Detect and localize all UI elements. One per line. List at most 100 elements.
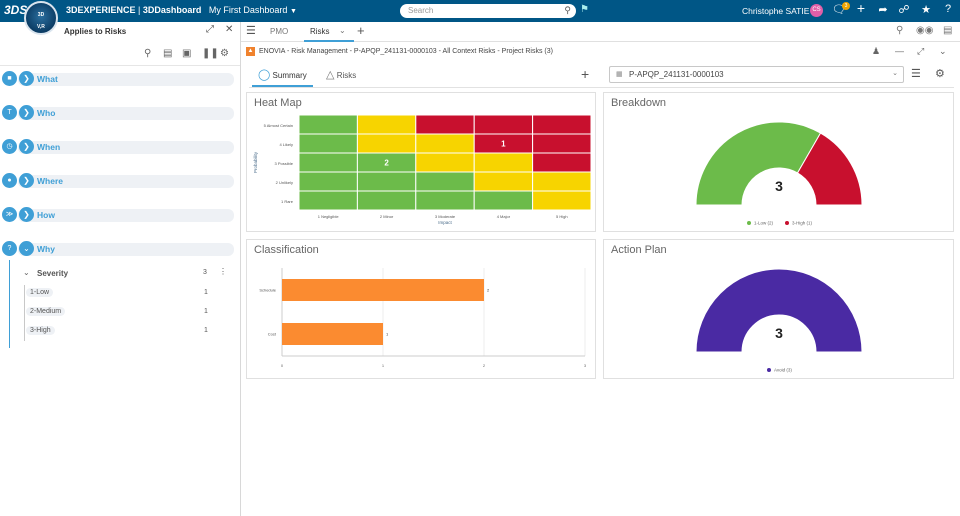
chevron-down-icon[interactable]: ⌄ (892, 70, 898, 77)
how-icon: ≫ (2, 207, 17, 222)
search-input[interactable]: Search ⚲ (400, 4, 576, 18)
left-panel: Applies to Risks ⤢ ✕ ⚲ ▤ ▣ ❚❚ ⚙ ■ ❯ What… (0, 22, 241, 516)
settings-icon[interactable]: ⚙ (935, 68, 945, 80)
save-icon[interactable]: ▤ (163, 48, 173, 59)
comment-icon[interactable]: ▤ (943, 25, 953, 36)
search-icon[interactable]: ⚲ (896, 25, 904, 36)
app-header: ▲ ENOVIA - Risk Management - P-APQP_2411… (241, 43, 960, 61)
avatar[interactable]: CS (810, 4, 823, 17)
settings-icon[interactable]: ⚙ (220, 48, 229, 59)
heatmap-cell (473, 171, 534, 192)
project-selector[interactable]: ▦ P-APQP_241131-0000103 ⌄ (609, 66, 904, 83)
breakdown-panel: Breakdown 3 1-Low (2) 3-High (1) (603, 92, 954, 232)
severity-group[interactable]: ⌄ Severity 3 ⋮ (20, 266, 234, 282)
chevron-down-icon[interactable]: ⌄ (939, 46, 947, 56)
close-icon[interactable]: ✕ (225, 24, 234, 35)
menu-icon[interactable]: ☰ (246, 25, 256, 37)
facet-bar (18, 209, 234, 222)
chevron-right-icon[interactable]: ❯ (19, 207, 34, 222)
filter-icon[interactable]: ☰ (911, 68, 921, 80)
tag-icon[interactable]: ⚑ (580, 4, 589, 15)
tab-label: Risks (336, 71, 357, 80)
severity-item-label: 2-Medium (26, 307, 66, 316)
more-icon[interactable]: ⋮ (219, 267, 227, 276)
minimize-icon[interactable]: — (895, 46, 904, 56)
heatmap-cell-value: 1 (501, 140, 506, 149)
gauge-slice (796, 132, 863, 206)
user-name[interactable]: Christophe SATIE (742, 6, 810, 16)
brand-3dexperience: 3DEXPERIENCE (66, 5, 136, 15)
heatmap-cell (298, 114, 358, 135)
x-tick-label: 4 Major (497, 214, 511, 219)
severity-item-medium[interactable]: 2-Medium 1 (26, 307, 236, 319)
breakdown-chart: 3 1-Low (2) 3-High (1) (695, 121, 863, 226)
document-icon: ▦ (616, 71, 623, 78)
chevron-down-icon[interactable]: ⌄ (23, 268, 30, 277)
classification-chart: 0 1 2 3 Schedule 2 Cost 1 (259, 268, 587, 368)
dashboard-tabs: ☰ PMO Risks ⌄ + ⚲ ◉◉ ▤ (241, 22, 960, 42)
facet-how[interactable]: ≫ ❯ How (0, 206, 240, 224)
record-icon[interactable]: ◉◉ (916, 25, 934, 36)
severity-item-high[interactable]: 3-High 1 (26, 326, 236, 338)
legend-label: 1-Low (2) (754, 221, 774, 226)
selector-value: P-APQP_241131-0000103 (629, 70, 724, 79)
tab-risks-list[interactable]: △ Risks (326, 68, 356, 86)
search-icon[interactable]: ⚲ (564, 5, 571, 15)
archive-icon[interactable]: ▣ (182, 48, 192, 59)
network-icon[interactable]: ☍ (898, 4, 910, 16)
chevron-down-icon[interactable]: ⌄ (339, 26, 346, 35)
action-plan-panel: Action Plan 3 Avoid (3) (603, 239, 954, 379)
add-icon[interactable]: + (856, 0, 866, 16)
add-tab-icon[interactable]: + (357, 23, 365, 38)
heatmap-cell (298, 133, 358, 154)
view-tabs: ◯ Summary △ Risks + ▦ P-APQP_241131-0000… (249, 64, 954, 88)
chevron-down-icon[interactable]: ⌄ (19, 241, 34, 256)
when-icon: ◷ (2, 139, 17, 154)
y-tick-label: 3 Possible (275, 161, 294, 166)
where-icon: ● (2, 173, 17, 188)
maximize-icon[interactable]: ⤢ (917, 46, 925, 56)
pause-icon[interactable]: ❚❚ (202, 48, 219, 59)
share-icon[interactable]: ➦ (878, 4, 888, 16)
what-icon: ■ (2, 71, 17, 86)
apps-icon[interactable]: ★ (921, 4, 931, 16)
chevron-right-icon[interactable]: ❯ (19, 71, 34, 86)
chevron-right-icon[interactable]: ❯ (19, 139, 34, 154)
y-tick-label: 5 Almost Certain (264, 123, 293, 128)
search-placeholder: Search (408, 6, 434, 15)
tab-risks[interactable]: Risks (310, 27, 330, 36)
bar-value-label: 2 (487, 288, 490, 293)
dashboard-name[interactable]: My First Dashboard (208, 5, 288, 15)
add-icon[interactable]: + (581, 66, 590, 82)
facet-bar (18, 73, 234, 86)
severity-item-low[interactable]: 1-Low 1 (26, 288, 236, 300)
panel-toolbar: ⚲ ▤ ▣ ❚❚ ⚙ (0, 44, 240, 66)
ds-logo-icon[interactable]: 3DS (4, 3, 28, 17)
help-icon[interactable]: ? (944, 3, 952, 15)
gauge-icon: ◯ (258, 69, 271, 81)
facet-where[interactable]: ● ❯ Where (0, 172, 240, 190)
facet-what[interactable]: ■ ❯ What (0, 70, 240, 88)
chevron-right-icon[interactable]: ❯ (19, 173, 34, 188)
heatmap-cell (415, 152, 475, 173)
panel-title: Breakdown (611, 97, 667, 109)
facet-who[interactable]: T ❯ Who (0, 104, 240, 122)
y-tick-label: 2 Unlikely (276, 180, 293, 185)
heatmap-cell (473, 190, 534, 211)
facet-why[interactable]: ? ⌄ Why (0, 240, 240, 258)
compass-icon[interactable]: 3D V,R (24, 1, 58, 35)
heatmap-cell (298, 152, 358, 173)
chevron-right-icon[interactable]: ❯ (19, 105, 34, 120)
classification-panel: Classification 0 1 2 3 Schedule 2 Cost 1 (246, 239, 596, 379)
heatmap-cell (298, 171, 358, 192)
chevron-down-icon[interactable]: ▼ (289, 8, 297, 15)
severity-item-count: 1 (204, 289, 208, 296)
facet-when[interactable]: ◷ ❯ When (0, 138, 240, 156)
tab-pmo[interactable]: PMO (270, 27, 289, 36)
expand-icon[interactable]: ⤢ (206, 24, 214, 35)
tab-summary[interactable]: ◯ Summary (258, 68, 307, 86)
panel-title: Action Plan (611, 244, 667, 256)
gauge-center-value: 3 (775, 178, 783, 194)
search-icon[interactable]: ⚲ (144, 48, 152, 59)
user-icon[interactable]: ♟ (872, 46, 881, 56)
